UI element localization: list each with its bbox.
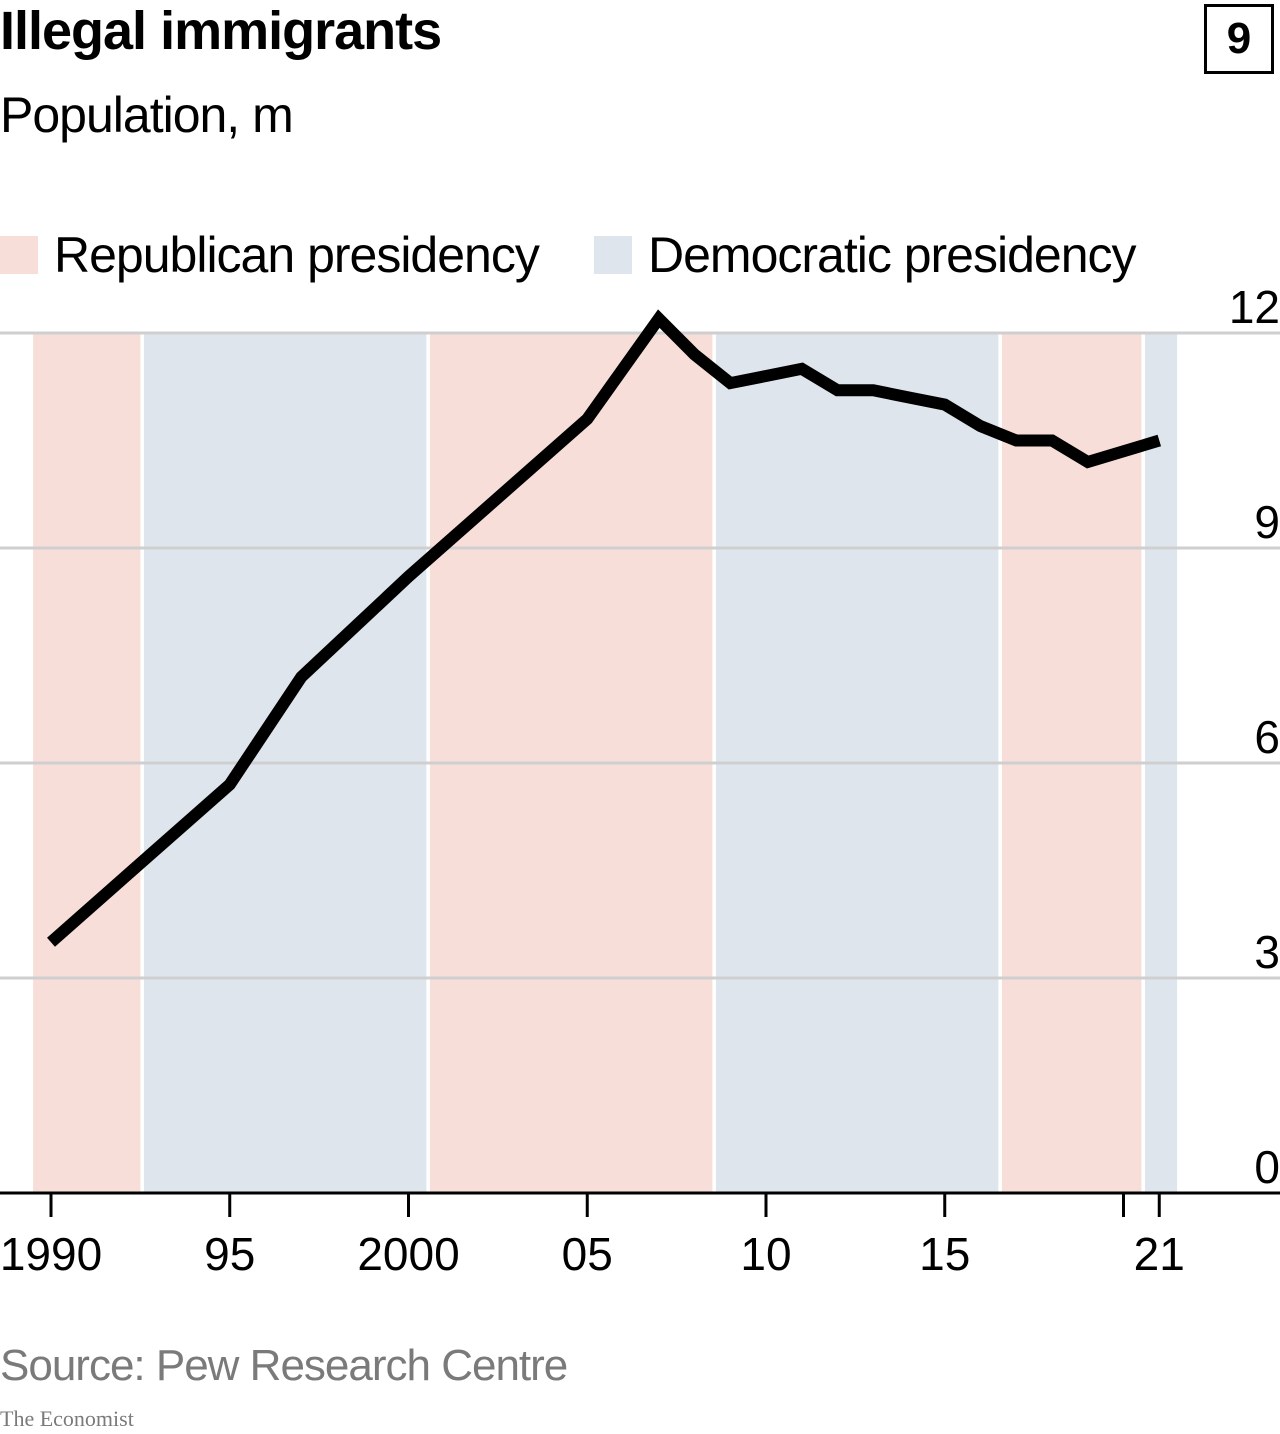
x-tick-label: 95 [204, 1228, 255, 1280]
x-tick-label: 2000 [357, 1228, 459, 1280]
x-tick-label: 05 [562, 1228, 613, 1280]
publisher-brand: The Economist [0, 1406, 134, 1431]
x-tick-label: 21 [1134, 1228, 1185, 1280]
legend-label-republican: Republican presidency [54, 227, 540, 283]
legend-swatch-republican [0, 236, 38, 274]
y-tick-label: 6 [1254, 711, 1280, 763]
y-tick-label: 3 [1254, 926, 1280, 978]
legend-item-republican: Republican presidency [0, 227, 540, 283]
y-tick-label: 9 [1254, 496, 1280, 548]
y-tick-label: 0 [1254, 1141, 1280, 1193]
chart-subtitle: Population, m [0, 87, 294, 143]
chart-title: Illegal immigrants [0, 1, 442, 61]
legend-swatch-democratic [594, 236, 632, 274]
source-note: Source: Pew Research Centre [0, 1341, 568, 1390]
x-tick-label: 15 [919, 1228, 970, 1280]
legend-label-democratic: Democratic presidency [648, 227, 1137, 283]
x-tick-label: 1990 [0, 1228, 102, 1280]
x-tick-label: 10 [740, 1228, 791, 1280]
y-tick-label: 12 [1229, 281, 1280, 333]
series-line-illegal-immigrants [47, 309, 1162, 947]
chart-number-badge: 9 [1204, 4, 1274, 74]
legend-item-democratic: Democratic presidency [594, 227, 1137, 283]
